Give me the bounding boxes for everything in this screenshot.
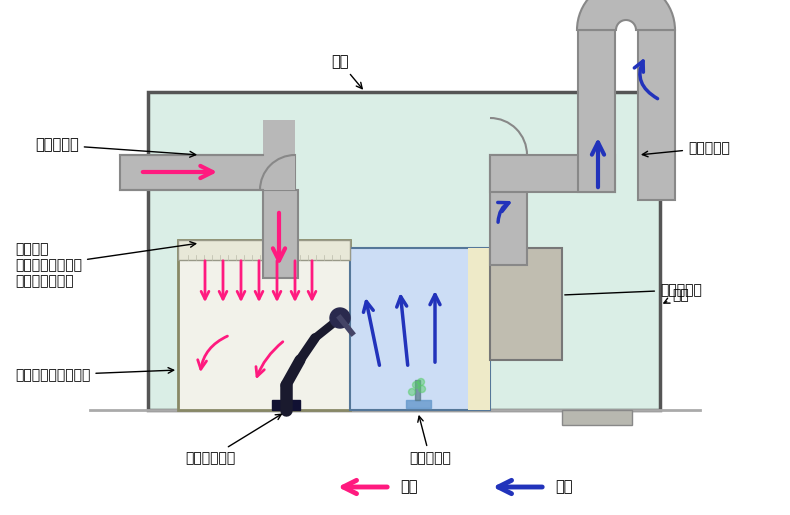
Text: 防爆クリーンルーム: 防爆クリーンルーム — [15, 368, 174, 382]
Bar — [178, 240, 350, 260]
Text: 塗装ロボット: 塗装ロボット — [185, 414, 281, 465]
Bar — [272, 400, 300, 410]
Text: 排気ダクト: 排気ダクト — [642, 141, 730, 157]
Bar — [490, 155, 527, 192]
Bar — [490, 155, 527, 265]
Bar — [263, 190, 298, 278]
Text: 屋根: 屋根 — [331, 55, 363, 89]
Wedge shape — [577, 0, 675, 30]
Bar — [638, 30, 675, 200]
Text: 塗装ブース: 塗装ブース — [409, 416, 451, 465]
Bar — [120, 155, 295, 190]
Circle shape — [408, 388, 416, 396]
Bar — [178, 240, 350, 410]
Bar — [415, 380, 420, 400]
Bar — [263, 120, 295, 155]
Text: 給気ダクト: 給気ダクト — [35, 138, 196, 157]
Text: 排気ファン: 排気ファン — [565, 283, 702, 297]
Text: 外壁: 外壁 — [664, 288, 689, 303]
Circle shape — [412, 382, 419, 388]
Bar — [562, 410, 632, 425]
Bar — [490, 155, 615, 192]
Text: 給気: 給気 — [400, 479, 417, 494]
Bar — [350, 248, 490, 410]
Bar — [148, 92, 660, 410]
Circle shape — [419, 386, 426, 392]
Circle shape — [417, 379, 424, 386]
Text: ２重天井
（システム天井）
（パンチング）: ２重天井 （システム天井） （パンチング） — [15, 242, 196, 288]
Bar — [490, 248, 562, 360]
Bar — [263, 155, 295, 190]
Text: 排気: 排気 — [555, 479, 573, 494]
Bar — [406, 400, 431, 408]
Circle shape — [330, 308, 350, 328]
Bar — [468, 248, 490, 410]
Bar — [578, 30, 615, 192]
